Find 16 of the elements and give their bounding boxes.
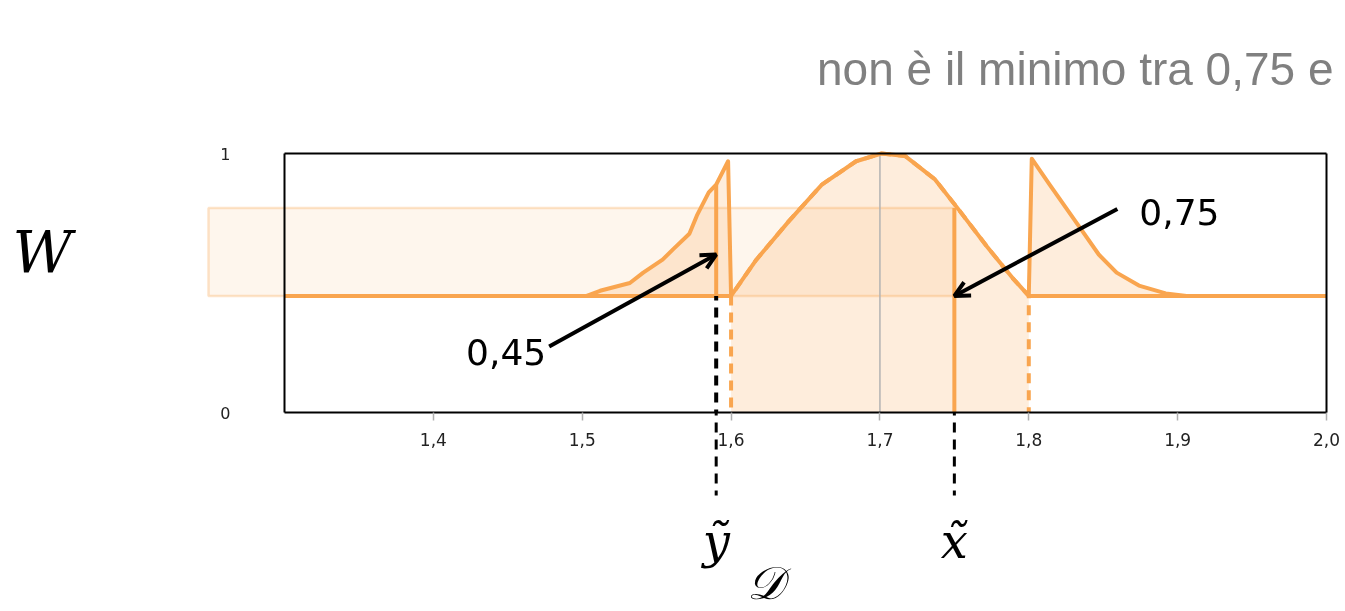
annotation: 0,45 (466, 331, 547, 373)
x-tick-label: 1,4 (419, 429, 447, 450)
text: 𝒟 (747, 555, 792, 610)
y-tick-label: 0 (220, 403, 231, 423)
x-tick-label: 1,7 (866, 429, 894, 450)
ref-line-label: x̃ (940, 512, 969, 569)
x-tick-label: 1,8 (1015, 429, 1043, 450)
x-tick-label: 1,9 (1164, 429, 1192, 450)
band-label: W (12, 217, 77, 286)
x-tick-label: 1,5 (568, 429, 596, 450)
y-tick-label: 1 (220, 144, 231, 164)
x-tick-label: 2,0 (1312, 429, 1341, 450)
annotation: 0,75 (1139, 191, 1220, 233)
x-tick-label: 1,6 (717, 429, 745, 450)
chart-title: non è il minimo tra 0,75 e (817, 42, 1334, 95)
ref-line-label: ỹ (700, 512, 731, 569)
